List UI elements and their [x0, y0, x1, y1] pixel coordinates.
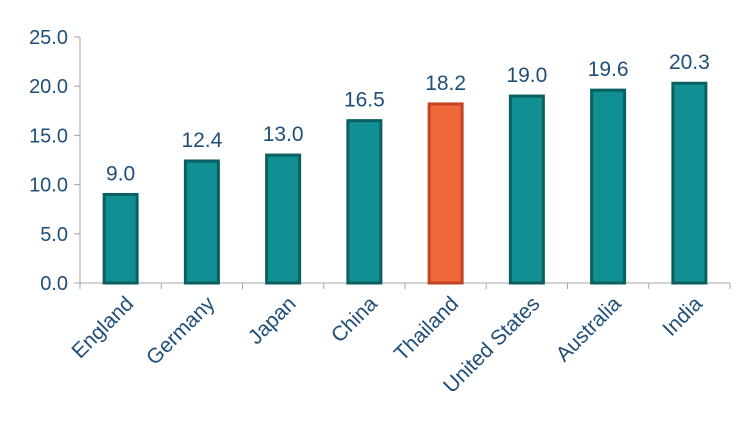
data-label: 19.0 [506, 64, 547, 87]
bar [508, 94, 545, 285]
data-label: 20.3 [669, 51, 710, 74]
category-label: Japan [244, 292, 301, 349]
bar [346, 119, 383, 285]
data-label: 12.4 [181, 129, 222, 152]
category-label: India [658, 292, 707, 341]
y-tick-label: 10.0 [29, 175, 68, 197]
bar [671, 81, 708, 285]
data-label: 19.6 [588, 58, 629, 81]
bar-highlighted [427, 102, 464, 285]
category-label: England [67, 292, 138, 363]
category-label: Germany [142, 292, 220, 370]
category-label: China [327, 292, 382, 347]
data-label: 13.0 [263, 123, 304, 146]
data-label: 16.5 [344, 89, 385, 112]
category-label: Australia [552, 292, 626, 366]
y-tick-label: 25.0 [29, 27, 68, 49]
bar [590, 88, 627, 285]
y-tick-label: 20.0 [29, 76, 68, 98]
y-tick-label: 5.0 [40, 224, 68, 246]
data-label: 18.2 [425, 72, 466, 95]
y-tick-label: 0.0 [40, 273, 68, 295]
data-label: 9.0 [106, 162, 135, 185]
bar [102, 192, 139, 285]
category-label: Thailand [390, 292, 463, 365]
bar [265, 153, 302, 285]
bar [183, 159, 220, 285]
y-tick-label: 15.0 [29, 125, 68, 147]
